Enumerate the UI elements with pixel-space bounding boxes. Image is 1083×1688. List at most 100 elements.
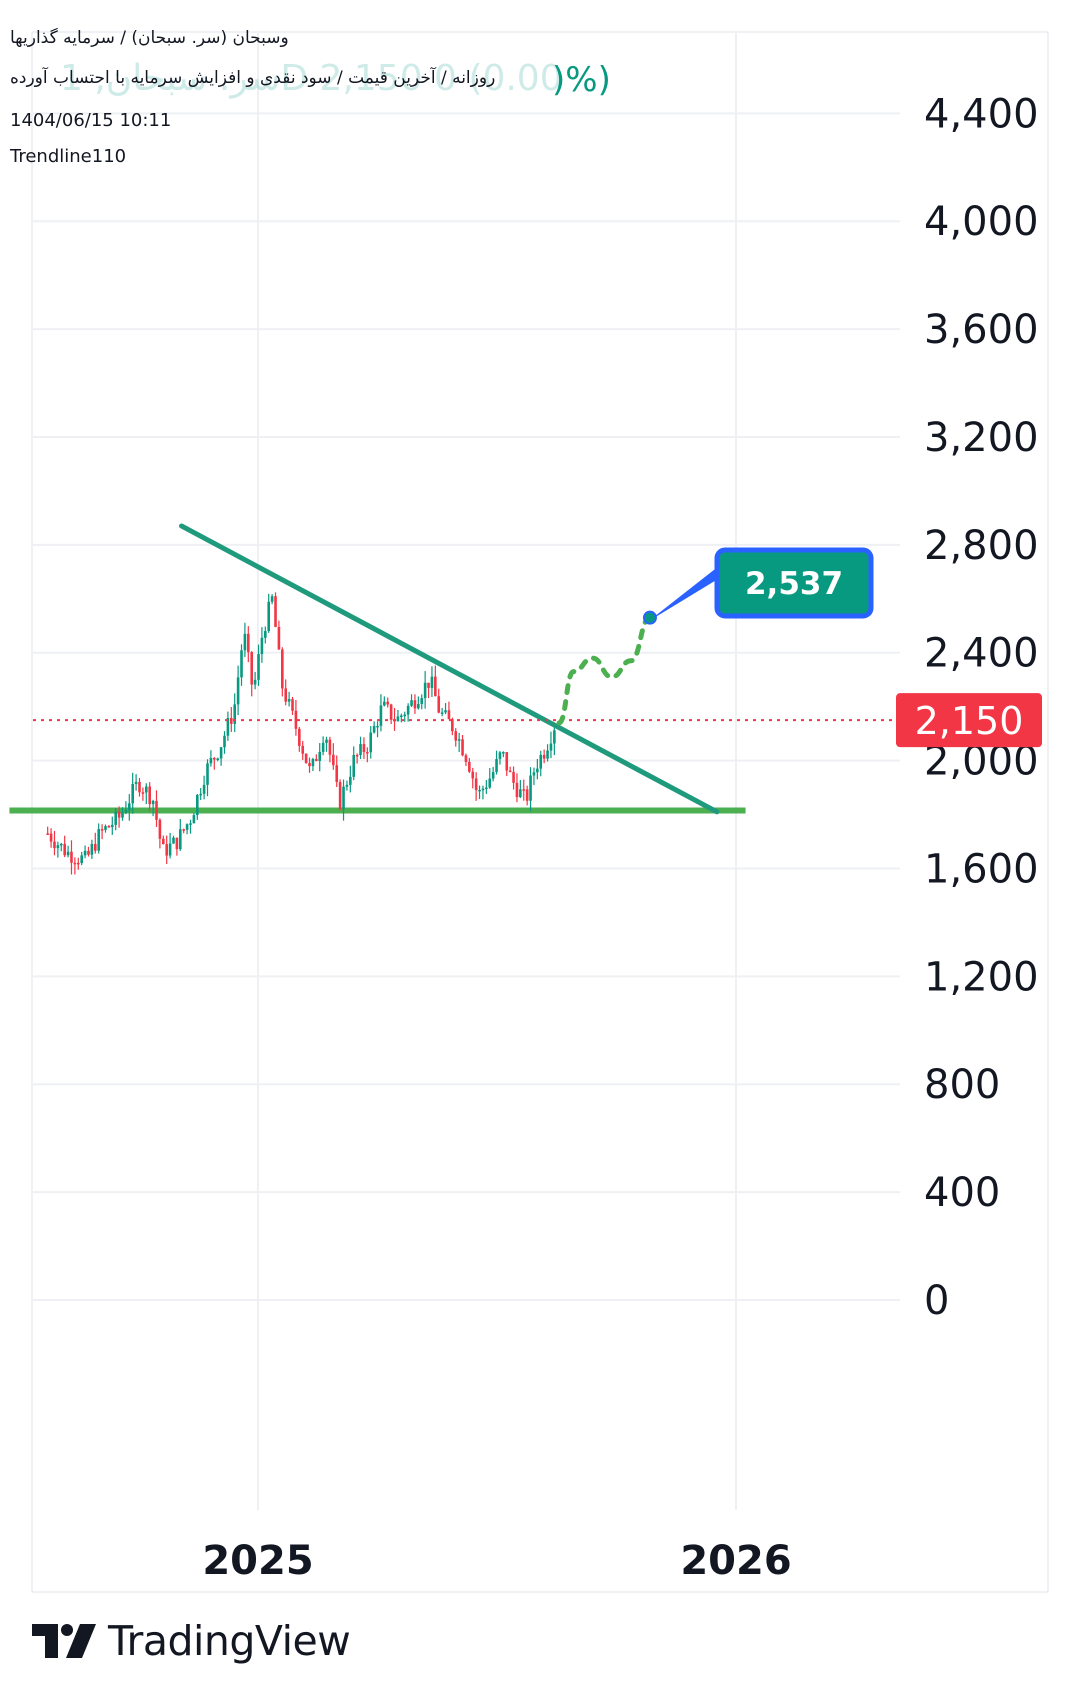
candle-body [298, 728, 301, 746]
candle-body [464, 755, 468, 762]
candle-body [522, 789, 526, 791]
candle-body [87, 850, 90, 855]
last-price-label: 2,150 [915, 699, 1024, 743]
candle-body [107, 826, 111, 828]
candle-body [243, 633, 247, 651]
candle-body [226, 717, 230, 736]
grid [33, 33, 900, 1510]
candle-body [308, 763, 311, 767]
candle-body [542, 754, 546, 759]
tradingview-icon [32, 1624, 96, 1658]
candle-body [175, 837, 179, 850]
candle-body [549, 743, 553, 751]
candle-body [93, 844, 97, 851]
candle-body [219, 747, 223, 759]
candle-body [199, 793, 203, 796]
candle-body [127, 803, 131, 811]
candle-body [148, 786, 151, 805]
candle-body [257, 654, 260, 680]
candle-body [131, 783, 134, 804]
candle-body [349, 776, 352, 785]
y-tick-label: 4,000 [924, 199, 1039, 245]
y-tick-label: 2,400 [924, 631, 1039, 677]
candle-body [281, 649, 284, 689]
ohlc-ghost-text: سر. سبحان, 1D 2,150 0 (0.00 [60, 58, 563, 99]
y-tick-label: 3,600 [924, 307, 1039, 353]
candle-body [161, 838, 165, 845]
candle-body [396, 716, 400, 722]
y-tick-label: 800 [924, 1062, 1000, 1108]
candle-body [70, 851, 73, 863]
candle-body [400, 715, 403, 718]
candle-body [311, 759, 315, 767]
candle-body [427, 682, 430, 688]
candle-body [379, 705, 383, 726]
candle-body [117, 811, 121, 818]
trend-layer [179, 523, 720, 815]
candle-body [179, 829, 182, 850]
candle-body [369, 732, 373, 753]
candle-body [141, 792, 145, 794]
candle-body [406, 705, 410, 715]
candle-body [233, 704, 237, 724]
y-tick-label: 4,400 [924, 91, 1039, 137]
candle-body [338, 781, 342, 809]
x-tick-label: 2026 [680, 1538, 791, 1584]
candle-body [250, 652, 254, 685]
candle-body [253, 679, 257, 685]
candle-body [362, 744, 366, 753]
candle-body [502, 752, 505, 754]
candle-body [529, 775, 532, 801]
candle-body [104, 826, 107, 830]
candle-body [389, 704, 393, 720]
candle-body [474, 778, 478, 791]
candle-body [192, 815, 196, 824]
candle-body [417, 703, 420, 709]
candle-body [185, 824, 189, 830]
candle-body [488, 778, 492, 788]
x-axis: 2025 2026 [202, 1538, 791, 1584]
candle-body [165, 844, 168, 856]
timestamp: 1404/06/15 10:11 [10, 110, 172, 131]
candle-body [447, 710, 451, 720]
candle-body [247, 633, 250, 653]
candle-body [76, 862, 80, 865]
candle-body [491, 772, 495, 779]
candle-body [532, 772, 536, 776]
target-label: 2,537 [745, 566, 843, 602]
candle-body [512, 771, 515, 783]
candle-body [519, 789, 522, 798]
candle-body [270, 596, 274, 602]
candle-body [366, 752, 369, 754]
resistance-trendline [179, 523, 720, 815]
tradingview-logo[interactable]: TradingView [32, 1617, 351, 1665]
target-layer: 2,537 [642, 547, 874, 625]
candle-body [277, 626, 281, 650]
candle-body [209, 758, 213, 764]
candle-body [63, 843, 66, 856]
candle-body [434, 676, 437, 697]
candle-body [168, 843, 172, 856]
candle-body [114, 811, 117, 825]
change-percent: )%) [552, 60, 611, 100]
target-badge [714, 547, 874, 619]
author-name: Trendline110 [10, 146, 127, 167]
candle-body [73, 862, 77, 865]
candle-body [345, 784, 349, 787]
symbol-title: وسبحان (سر. سبحان) / سرمایه گذاریها [10, 28, 289, 48]
candle-body [230, 717, 233, 724]
candle-body [451, 719, 454, 732]
candle-body [536, 768, 539, 773]
candle-body [437, 696, 441, 713]
candle-body [444, 710, 447, 713]
candle-body [56, 845, 60, 849]
candle-body [121, 812, 124, 818]
candle-body [383, 701, 386, 706]
target-anchor-dot [642, 610, 657, 625]
y-tick-label: 400 [924, 1170, 1000, 1216]
candle-body [264, 631, 267, 638]
y-tick-label: 1,200 [924, 954, 1039, 1000]
candle-body [328, 739, 332, 755]
candle-body [83, 850, 87, 856]
